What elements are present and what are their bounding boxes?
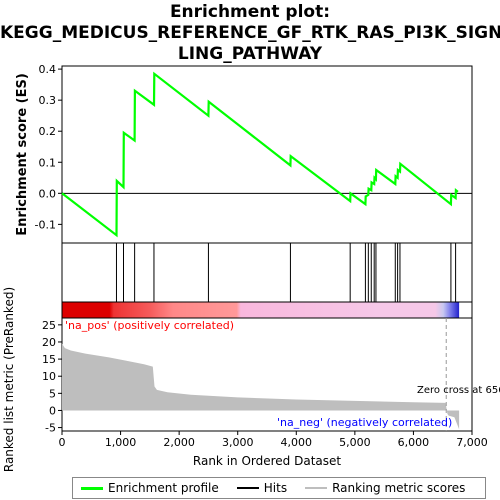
metric-y-tick-label: 20	[42, 336, 56, 349]
x-tick-label: 7,000	[456, 436, 488, 449]
zero-cross-label: Zero cross at 6560	[417, 385, 500, 396]
pos-correlated-label: 'na_pos' (positively correlated)	[65, 319, 234, 332]
x-tick-label: 2,000	[163, 436, 195, 449]
es-y-tick-label: 0.0	[39, 187, 57, 200]
metric-y-tick-label: 5	[49, 387, 56, 400]
x-tick-label: 6,000	[398, 436, 430, 449]
legend-label-hits: Hits	[263, 481, 288, 495]
legend: Enrichment profile Hits Ranking metric s…	[72, 477, 486, 499]
legend-label-metric: Ranking metric scores	[332, 481, 466, 495]
metric-y-tick-label: 15	[42, 353, 56, 366]
metric-y-axis-label: Ranked list metric (PreRanked)	[2, 287, 16, 472]
es-y-tick-label: -0.1	[35, 218, 56, 231]
legend-swatch-hits	[236, 487, 259, 489]
chart-title: Enrichment plot: KEGG_MEDICUS_REFERENCE_…	[0, 2, 500, 65]
es-y-axis-label: Enrichment score (ES)	[15, 73, 30, 236]
es-line	[61, 71, 459, 238]
es-y-tick-label: 0.1	[39, 156, 57, 169]
x-tick-label: 1,000	[105, 436, 137, 449]
legend-swatch-enrichment	[81, 486, 103, 490]
x-tick-label: 4,000	[281, 436, 313, 449]
es-panel-frame	[61, 65, 473, 244]
title-line-1: Enrichment plot:	[169, 2, 331, 22]
legend-item-hits: Hits	[236, 481, 288, 495]
title-line-3: LING_PATHWAY	[177, 44, 323, 64]
legend-item-metric: Ranking metric scores	[305, 481, 465, 495]
x-axis-label: Rank in Ordered Dataset	[193, 454, 341, 468]
es-y-tick-label: 0.4	[39, 63, 57, 76]
es-y-tick-label: 0.3	[39, 94, 57, 107]
x-tick-label: 3,000	[222, 436, 254, 449]
rank-bar	[62, 302, 460, 318]
title-line-2: KEGG_MEDICUS_REFERENCE_GF_RTK_RAS_PI3K_S…	[0, 23, 500, 43]
axes-labels: Enrichment score (ES) Ranked list metric …	[2, 73, 341, 472]
hits-panel	[61, 242, 473, 303]
rank-color-bar	[61, 301, 473, 319]
legend-swatch-metric	[305, 487, 328, 489]
legend-item-enrichment: Enrichment profile	[81, 481, 219, 495]
x-tick-label: 5,000	[339, 436, 371, 449]
metric-area	[62, 343, 460, 430]
metric-y-tick-label: 25	[42, 319, 56, 332]
x-tick-label: 0	[59, 436, 66, 449]
es-panel: -0.1 0.0 0.1 0.2 0.3 0.4	[35, 63, 473, 244]
metric-y-tick-label: 10	[42, 370, 56, 383]
hits-panel-frame	[61, 242, 473, 303]
metric-y-tick-label: -5	[45, 422, 56, 435]
legend-label-enrichment: Enrichment profile	[108, 481, 219, 495]
neg-correlated-label: 'na_neg' (negatively correlated)	[277, 416, 452, 429]
metric-y-tick-label: 0	[49, 404, 56, 417]
es-y-tick-label: 0.2	[39, 125, 57, 138]
